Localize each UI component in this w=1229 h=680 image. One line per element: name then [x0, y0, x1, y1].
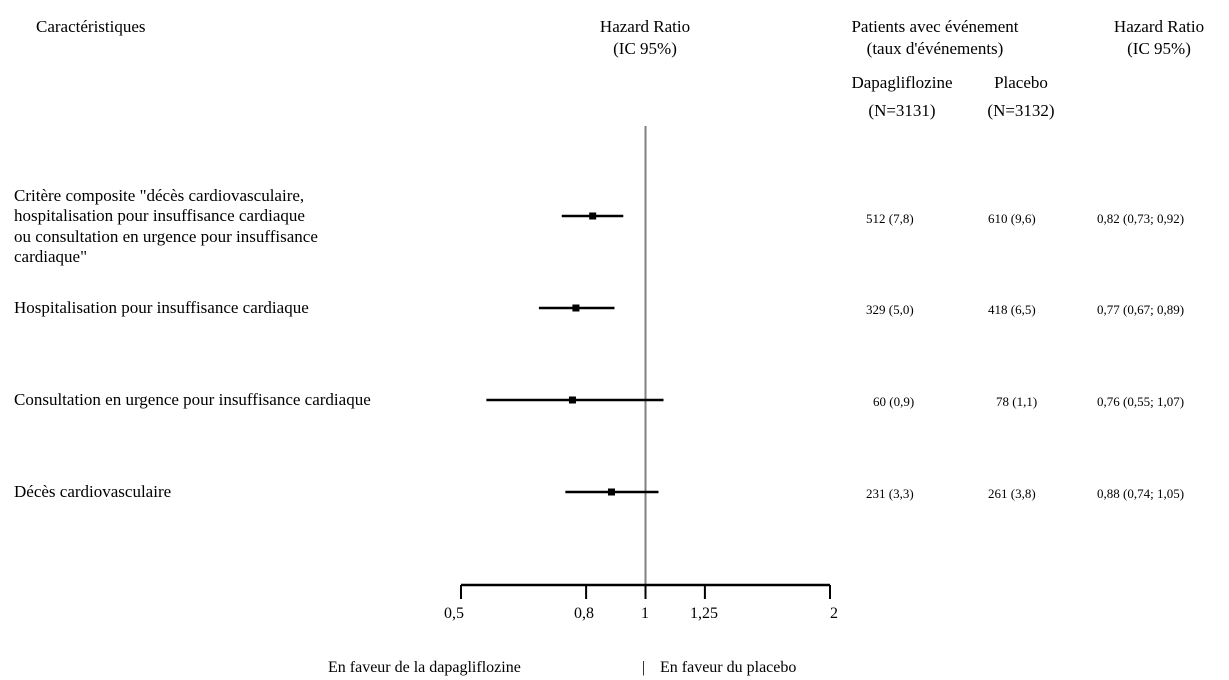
- header-arm1-name: Dapagliflozine: [851, 73, 953, 92]
- axis-tick-label: 1: [641, 605, 649, 622]
- header-arm1-n: (N=3131): [868, 101, 936, 121]
- row-label-composite-line2: hospitalisation pour insuffisance cardia…: [14, 206, 305, 226]
- header-arm2: Placebo (N=3132): [966, 72, 1076, 122]
- cell-dapa-deces: 231 (3,3): [866, 486, 914, 501]
- row-label-composite-line4: cardiaque": [14, 247, 88, 267]
- header-hr-plot-line1: Hazard Ratio: [599, 17, 691, 36]
- row-label-composite-line1: Critère composite "décès cardiovasculair…: [14, 186, 305, 205]
- point-estimate-marker: [607, 488, 615, 496]
- row-label-composite-line3: ou consultation en urgence pour insuffis…: [14, 226, 318, 246]
- cell-placebo-composite: 610 (9,6): [988, 211, 1036, 226]
- favor-separator: |: [642, 659, 646, 676]
- cell-placebo-deces: 261 (3,8): [988, 486, 1036, 501]
- header-patients-line1: Patients avec événement: [851, 17, 1019, 36]
- header-arm2-n: (N=3132): [987, 101, 1055, 121]
- cell-hr-consultation: 0,76 (0,55; 1,07): [1097, 394, 1185, 409]
- header-hr-column: Hazard Ratio (IC 95%): [1096, 16, 1222, 60]
- cell-dapa-composite: 512 (7,8): [866, 211, 914, 226]
- favor-right-label: En faveur du placebo: [660, 659, 797, 676]
- header-hr-column-line2: (IC 95%): [1127, 39, 1191, 59]
- row-label-consultation: Consultation en urgence pour insuffisanc…: [14, 390, 371, 409]
- header-arm2-name: Placebo: [994, 73, 1048, 92]
- axis-tick-label: 2: [830, 605, 838, 622]
- header-hr-plot-line2: (IC 95%): [613, 39, 677, 59]
- row-label-hospitalisation: Hospitalisation pour insuffisance cardia…: [14, 298, 309, 317]
- header-hr-plot: Hazard Ratio (IC 95%): [560, 16, 730, 60]
- header-characteristics: Caractéristiques: [36, 17, 146, 36]
- point-estimate-marker: [572, 304, 580, 312]
- axis-tick-label: 0,8: [574, 605, 594, 622]
- cell-dapa-consultation: 60 (0,9): [873, 394, 915, 409]
- row-label-deces: Décès cardiovasculaire: [14, 482, 172, 501]
- axis-tick-label: 0,5: [444, 605, 464, 622]
- cell-hr-deces: 0,88 (0,74; 1,05): [1097, 486, 1185, 501]
- cell-dapa-hospitalisation: 329 (5,0): [866, 302, 914, 317]
- axis-tick-label: 1,25: [690, 605, 718, 622]
- favor-left-label: En faveur de la dapagliflozine: [328, 659, 521, 676]
- point-estimate-marker: [589, 212, 597, 220]
- cell-placebo-hospitalisation: 418 (6,5): [988, 302, 1036, 317]
- cell-hr-hospitalisation: 0,77 (0,67; 0,89): [1097, 302, 1185, 317]
- cell-placebo-consultation: 78 (1,1): [996, 394, 1038, 409]
- cell-hr-composite: 0,82 (0,73; 0,92): [1097, 211, 1185, 226]
- header-arm1: Dapagliflozine (N=3131): [832, 72, 972, 122]
- header-hr-column-line1: Hazard Ratio: [1113, 17, 1205, 36]
- row-label-composite: Critère composite "décès cardiovasculair…: [14, 186, 318, 268]
- point-estimate-marker: [568, 396, 576, 404]
- header-patients-line2: (taux d'événements): [866, 39, 1004, 59]
- header-patients: Patients avec événement (taux d'événemen…: [820, 16, 1050, 60]
